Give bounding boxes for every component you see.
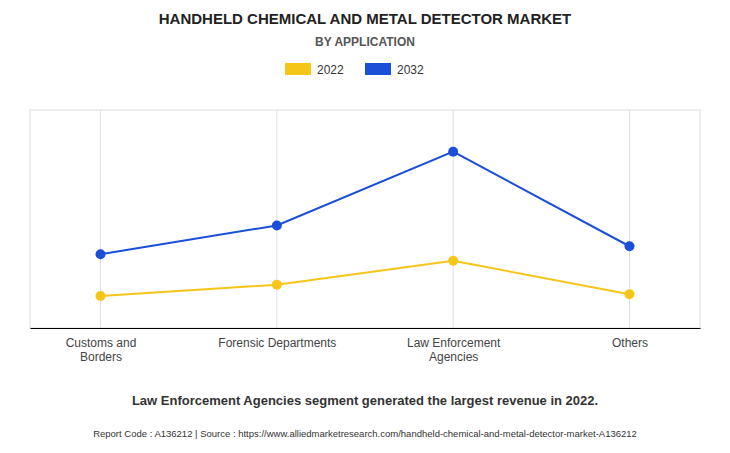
x-tick: Forensic Departments [218,328,336,350]
x-tick: Customs andBorders [66,328,137,364]
x-axis-line [31,328,701,329]
series-line [101,261,630,296]
point [624,289,634,299]
x-tick-label-line: Agencies [429,350,478,364]
grid-line [453,110,454,328]
point [624,241,634,251]
x-tick-label-line: Customs and [66,336,137,350]
annotation: Law Enforcement Agencies segment generat… [132,393,598,408]
point [448,147,458,157]
x-axis: Customs andBorders Forensic Departments La… [31,328,701,364]
point [448,256,458,266]
subtitle: BY APPLICATION [315,35,415,49]
legend-swatch [365,63,391,75]
legend-label: 2032 [397,63,424,77]
legend-item: 2022 [285,63,344,77]
x-tick: Law EnforcementAgencies [407,328,501,364]
x-tick-label: Forensic Departments [218,336,336,350]
x-tick-label-line: Others [612,336,648,350]
x-tick: Others [612,328,648,350]
point [96,291,106,301]
x-tick-label-line: Law Enforcement [407,336,501,350]
series-line [101,152,630,255]
legend-item: 2032 [365,63,424,77]
point [96,249,106,259]
legend: 2022 2032 [285,63,424,77]
grid [101,110,630,328]
legend-label: 2022 [317,63,344,77]
point [272,280,282,290]
chart-svg: HANDHELD CHEMICAL AND METAL DETECTOR MAR… [0,0,730,453]
grid-line [276,110,277,328]
x-tick-label: Customs andBorders [66,336,137,364]
marks [96,147,635,301]
plot-area: Customs andBorders Forensic Departments La… [30,110,701,364]
legend-swatch [285,63,311,75]
x-tick-label-line: Borders [80,350,122,364]
x-tick-label: Law EnforcementAgencies [407,336,501,364]
annotation: Report Code : A136212 | Source : https:/… [93,428,637,439]
plot-frame [30,110,700,328]
x-tick-label-line: Forensic Departments [218,336,336,350]
point [272,220,282,230]
x-tick-label: Others [612,336,648,350]
title: HANDHELD CHEMICAL AND METAL DETECTOR MAR… [159,10,572,27]
